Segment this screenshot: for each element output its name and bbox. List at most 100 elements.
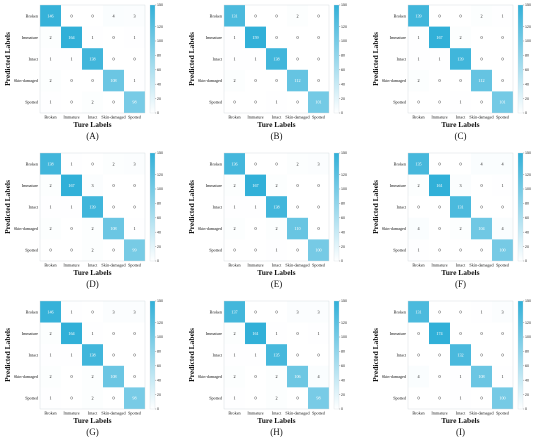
heatmap-cell: [40, 322, 61, 345]
colorbar-tick-label: 100: [157, 39, 163, 43]
heatmap-cell: [287, 344, 308, 366]
heatmap-cell: [287, 153, 308, 175]
heatmap-cell: [287, 217, 308, 240]
cell-value: 1: [459, 396, 461, 401]
y-tick-label: Skin-damaged: [14, 374, 39, 379]
cell-value: 0: [70, 226, 72, 231]
cell-value: 2: [275, 396, 277, 401]
cell-value: 112: [294, 78, 300, 83]
heatmap-cell: [61, 365, 82, 388]
cell-value: 0: [296, 331, 298, 336]
heatmap-cell: [82, 387, 103, 409]
cell-value: 0: [296, 205, 298, 210]
cell-value: 167: [252, 183, 258, 188]
heatmap-cell: [471, 174, 492, 197]
panel-label: (D): [86, 279, 99, 289]
heatmap-cell: [408, 301, 429, 323]
cell-value: 0: [438, 205, 440, 210]
colorbar-tick-label: 150: [525, 151, 531, 155]
y-axis-label: Predicted Labels: [371, 32, 380, 86]
y-tick-label: Broken: [26, 13, 39, 18]
cell-value: 1: [480, 309, 482, 314]
cell-value: 2: [91, 248, 93, 253]
y-tick-label: Immature: [206, 183, 222, 188]
x-tick-label: Broken: [412, 115, 425, 120]
heatmap-cell: [287, 322, 308, 345]
cell-value: 0: [417, 396, 419, 401]
y-tick-label: Spotted: [25, 396, 39, 401]
heatmap-cell: [103, 5, 124, 27]
heatmap-cell: [450, 387, 471, 409]
colorbar-tick-label: 120: [157, 321, 163, 325]
colorbar-tick-label: 0: [525, 259, 527, 263]
heatmap-cell: [492, 387, 513, 409]
heatmap-cell: [308, 322, 329, 345]
heatmap-cell: [471, 91, 492, 113]
cell-value: 0: [438, 396, 440, 401]
heatmap-cell: [61, 174, 82, 197]
y-tick-label: Skin-damaged: [382, 78, 407, 83]
heatmap-cell: [266, 239, 287, 261]
x-tick-label: Spotted: [496, 263, 510, 268]
heatmap-cell: [492, 322, 513, 345]
plot-frame: [407, 4, 514, 114]
cell-value: 3: [317, 309, 319, 314]
cell-value: 0: [112, 57, 114, 62]
cell-value: 1: [49, 353, 51, 358]
panel-label: (H): [270, 427, 283, 437]
heatmap-cell: [124, 387, 145, 409]
cell-value: 167: [68, 183, 74, 188]
cell-value: 0: [133, 353, 135, 358]
heatmap-cell: [450, 91, 471, 113]
heatmap-cell: [308, 301, 329, 323]
cell-value: 0: [438, 353, 440, 358]
cell-value: 108: [110, 78, 116, 83]
cell-value: 0: [254, 161, 256, 166]
panel-label: (F): [455, 279, 466, 289]
heatmap-cell: [266, 174, 287, 197]
x-tick-label: Immature: [431, 115, 447, 120]
colorbar-tick-label: 20: [341, 393, 345, 397]
cell-value: 0: [417, 205, 419, 210]
cell-value: 98: [132, 100, 136, 105]
colorbar-tick-label: 150: [525, 3, 531, 7]
colorbar: [517, 152, 524, 262]
colorbar-tick-label: 100: [341, 335, 347, 339]
colorbar-tick-label: 40: [341, 230, 345, 234]
heatmap-cell: [224, 26, 245, 49]
y-tick-label: Spotted: [393, 248, 407, 253]
y-tick-label: Broken: [210, 13, 223, 18]
y-tick-label: Broken: [394, 161, 407, 166]
cell-value: 0: [296, 183, 298, 188]
heatmap-cell: [266, 344, 287, 366]
cell-value: 1: [317, 331, 319, 336]
cell-value: 0: [254, 100, 256, 105]
cell-value: 1: [459, 100, 461, 105]
cell-value: 0: [480, 35, 482, 40]
heatmap-cell: [103, 153, 124, 175]
cell-value: 2: [233, 183, 235, 188]
cell-value: 0: [317, 226, 319, 231]
y-axis-label: Predicted Labels: [187, 328, 196, 382]
colorbar-tick-label: 150: [157, 151, 163, 155]
x-tick-label: Immature: [247, 263, 263, 268]
heatmap-cell: [429, 217, 450, 240]
heatmap-cell: [429, 387, 450, 409]
x-tick-label: Broken: [412, 263, 425, 268]
heatmap-cell: [450, 322, 471, 345]
heatmap-cell: [103, 239, 124, 261]
y-axis-label: Predicted Labels: [371, 328, 380, 382]
plot-frame: [39, 152, 146, 262]
colorbar-tick-label: 40: [525, 82, 529, 86]
cell-value: 98: [316, 396, 320, 401]
cell-value: 146: [47, 13, 53, 18]
x-tick-label: Broken: [228, 411, 241, 416]
heatmap-cell: [266, 196, 287, 218]
cell-value: 1: [501, 183, 503, 188]
heatmap-cell: [82, 69, 103, 92]
heatmap-cell: [124, 69, 145, 92]
heatmap-cell: [103, 26, 124, 49]
cell-value: 1: [49, 205, 51, 210]
cell-value: 1: [233, 396, 235, 401]
x-tick-label: Intact: [272, 263, 282, 268]
